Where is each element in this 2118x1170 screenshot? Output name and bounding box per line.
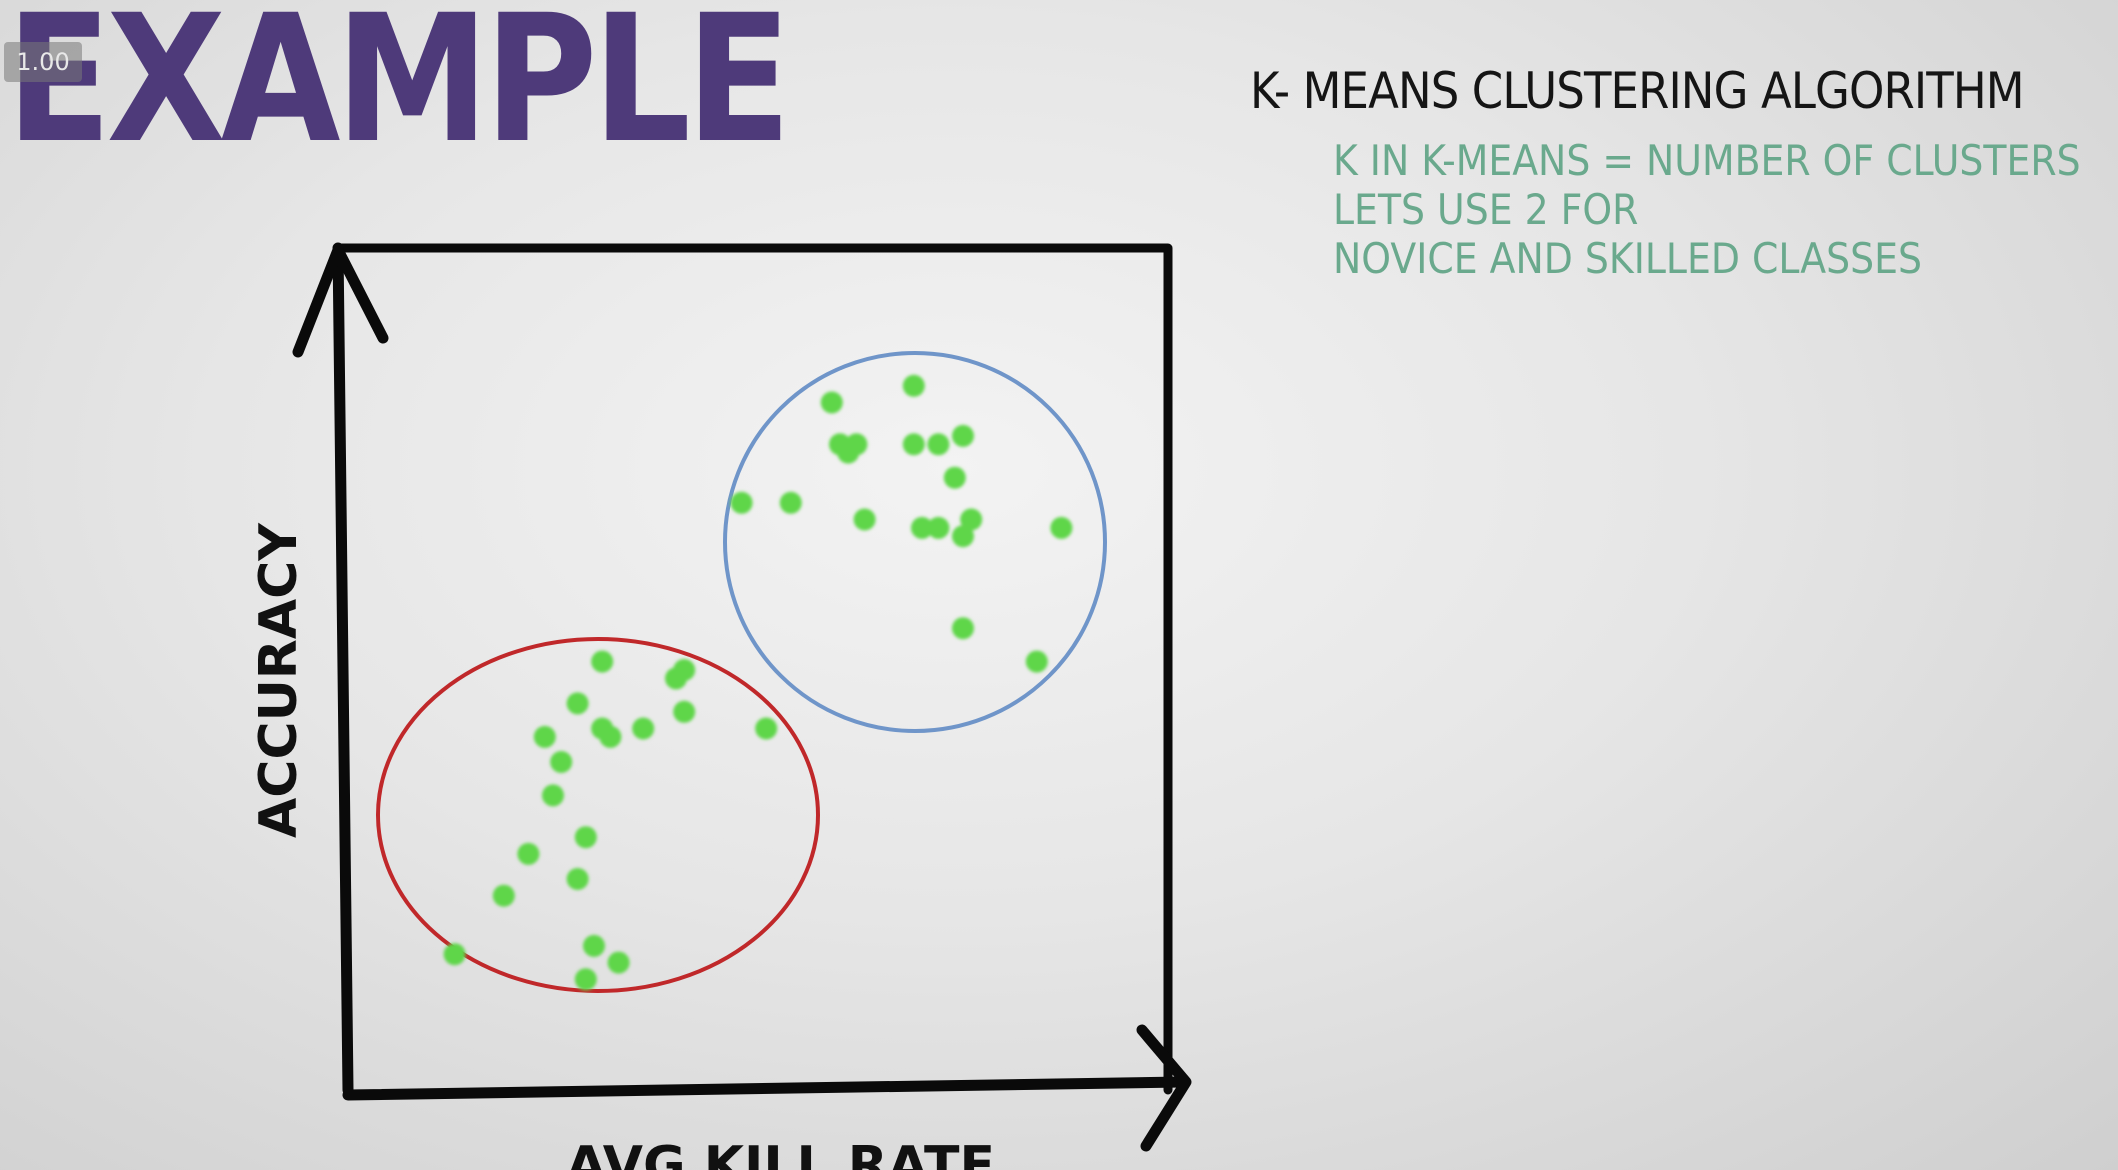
data-point — [574, 826, 597, 849]
plot-frame — [333, 243, 1173, 1095]
data-point — [960, 508, 983, 531]
data-point — [632, 717, 655, 740]
note-line-2: LETS USE 2 FOR — [1333, 185, 1639, 234]
data-point — [599, 725, 622, 748]
data-point — [550, 751, 573, 773]
data-point — [927, 516, 950, 539]
data-point — [607, 951, 630, 974]
data-point — [443, 943, 466, 966]
data-point — [1025, 650, 1048, 673]
data-point — [952, 617, 974, 640]
y-axis-line — [332, 242, 354, 1096]
note-title: K- MEANS CLUSTERING ALGORITHM — [1250, 62, 2025, 120]
data-point — [542, 784, 564, 807]
data-point — [673, 700, 696, 723]
data-point — [673, 659, 696, 681]
data-point — [902, 433, 925, 456]
data-point — [591, 650, 614, 673]
data-point — [952, 525, 974, 548]
data-point — [566, 868, 589, 890]
data-point — [902, 374, 925, 397]
slide-heading: EXAMPLE — [6, 0, 792, 182]
data-point — [574, 968, 597, 991]
cluster-ring-skilled — [723, 351, 1107, 733]
data-point — [755, 717, 778, 740]
note-line-1: K IN K-MEANS = NUMBER OF CLUSTERS — [1333, 136, 2081, 185]
y-axis-label: ACCURACY — [249, 522, 309, 838]
note-line-3: NOVICE AND SKILLED CLASSES — [1333, 234, 1923, 283]
data-point — [492, 884, 515, 907]
x-axis-arrow-icon — [1136, 1024, 1192, 1152]
data-point — [517, 842, 540, 865]
data-point — [911, 516, 933, 539]
data-point — [779, 491, 802, 514]
data-point — [845, 433, 868, 456]
data-point — [943, 466, 966, 489]
data-point — [820, 391, 843, 414]
data-point — [853, 508, 876, 531]
cluster-ring-novice — [376, 637, 820, 993]
data-point — [566, 692, 589, 715]
data-point — [927, 433, 950, 456]
y-axis-arrow-icon — [292, 244, 389, 358]
data-point — [952, 424, 974, 447]
x-axis-label: AVG KILL RATE — [566, 1136, 995, 1170]
data-points — [443, 374, 1073, 991]
playback-speed-badge[interactable]: 1.00 — [4, 42, 82, 82]
data-point — [533, 725, 556, 748]
note-lines: K IN K-MEANS = NUMBER OF CLUSTERS LETS U… — [1333, 136, 2081, 283]
data-point — [1050, 516, 1073, 539]
x-axis-line — [342, 1076, 1188, 1101]
data-point — [730, 491, 753, 514]
data-point — [583, 934, 605, 957]
